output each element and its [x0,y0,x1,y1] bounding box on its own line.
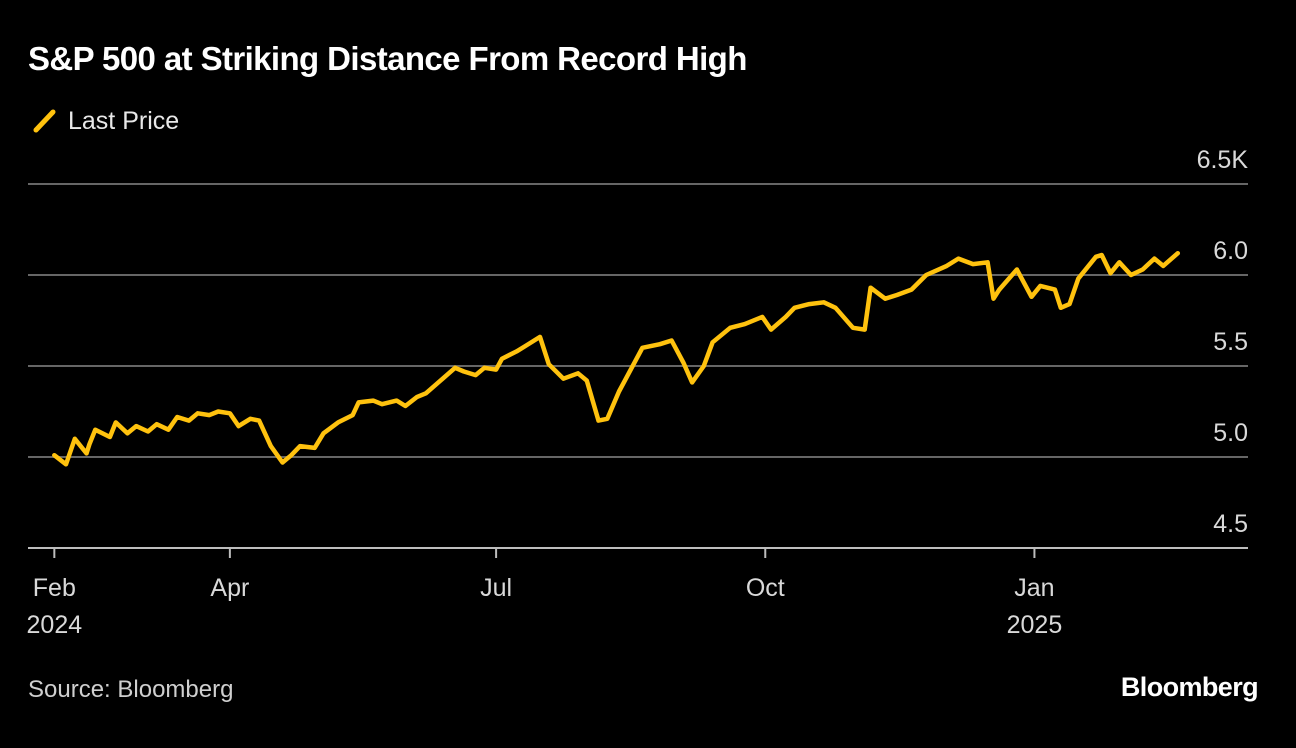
y-tick-label: 6.0 [1213,237,1248,265]
source-note: Source: Bloomberg [28,676,234,703]
series-line-last-price [52,250,1181,467]
y-tick-label: 6.5K [1197,146,1249,174]
legend-line-icon [33,109,56,133]
x-tick-label: Feb [33,574,76,602]
chart-title: S&P 500 at Striking Distance From Record… [28,40,747,77]
x-tick-label: Jul [480,574,512,602]
y-tick-label: 5.0 [1213,419,1248,447]
x-tick-year-label: 2024 [27,611,83,639]
x-tick-year-label: 2025 [1007,611,1063,639]
y-tick-label: 4.5 [1213,510,1248,538]
y-axis-labels: 4.5 5.0 5.5 6.0 6.5K [1197,146,1249,538]
legend-label: Last Price [68,106,180,135]
series-layer [52,250,1181,467]
x-axis: Feb 2024 Apr Jul Oct Jan 2025 [27,548,1063,639]
y-tick-label: 5.5 [1213,328,1248,356]
x-tick-label: Oct [746,574,785,602]
x-tick-label: Apr [210,574,249,602]
grid-lines [28,183,1248,549]
legend: Last Price [30,106,179,136]
x-tick-label: Jan [1014,574,1054,602]
bloomberg-logo: Bloomberg [1120,672,1259,702]
